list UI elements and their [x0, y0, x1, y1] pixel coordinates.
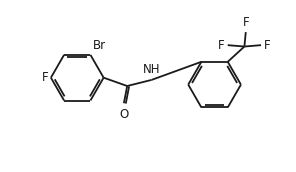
Text: NH: NH [143, 63, 160, 76]
Text: O: O [119, 108, 128, 121]
Text: Br: Br [93, 39, 106, 52]
Text: F: F [41, 71, 48, 84]
Text: F: F [264, 39, 271, 52]
Text: F: F [218, 39, 225, 52]
Text: F: F [242, 16, 249, 29]
